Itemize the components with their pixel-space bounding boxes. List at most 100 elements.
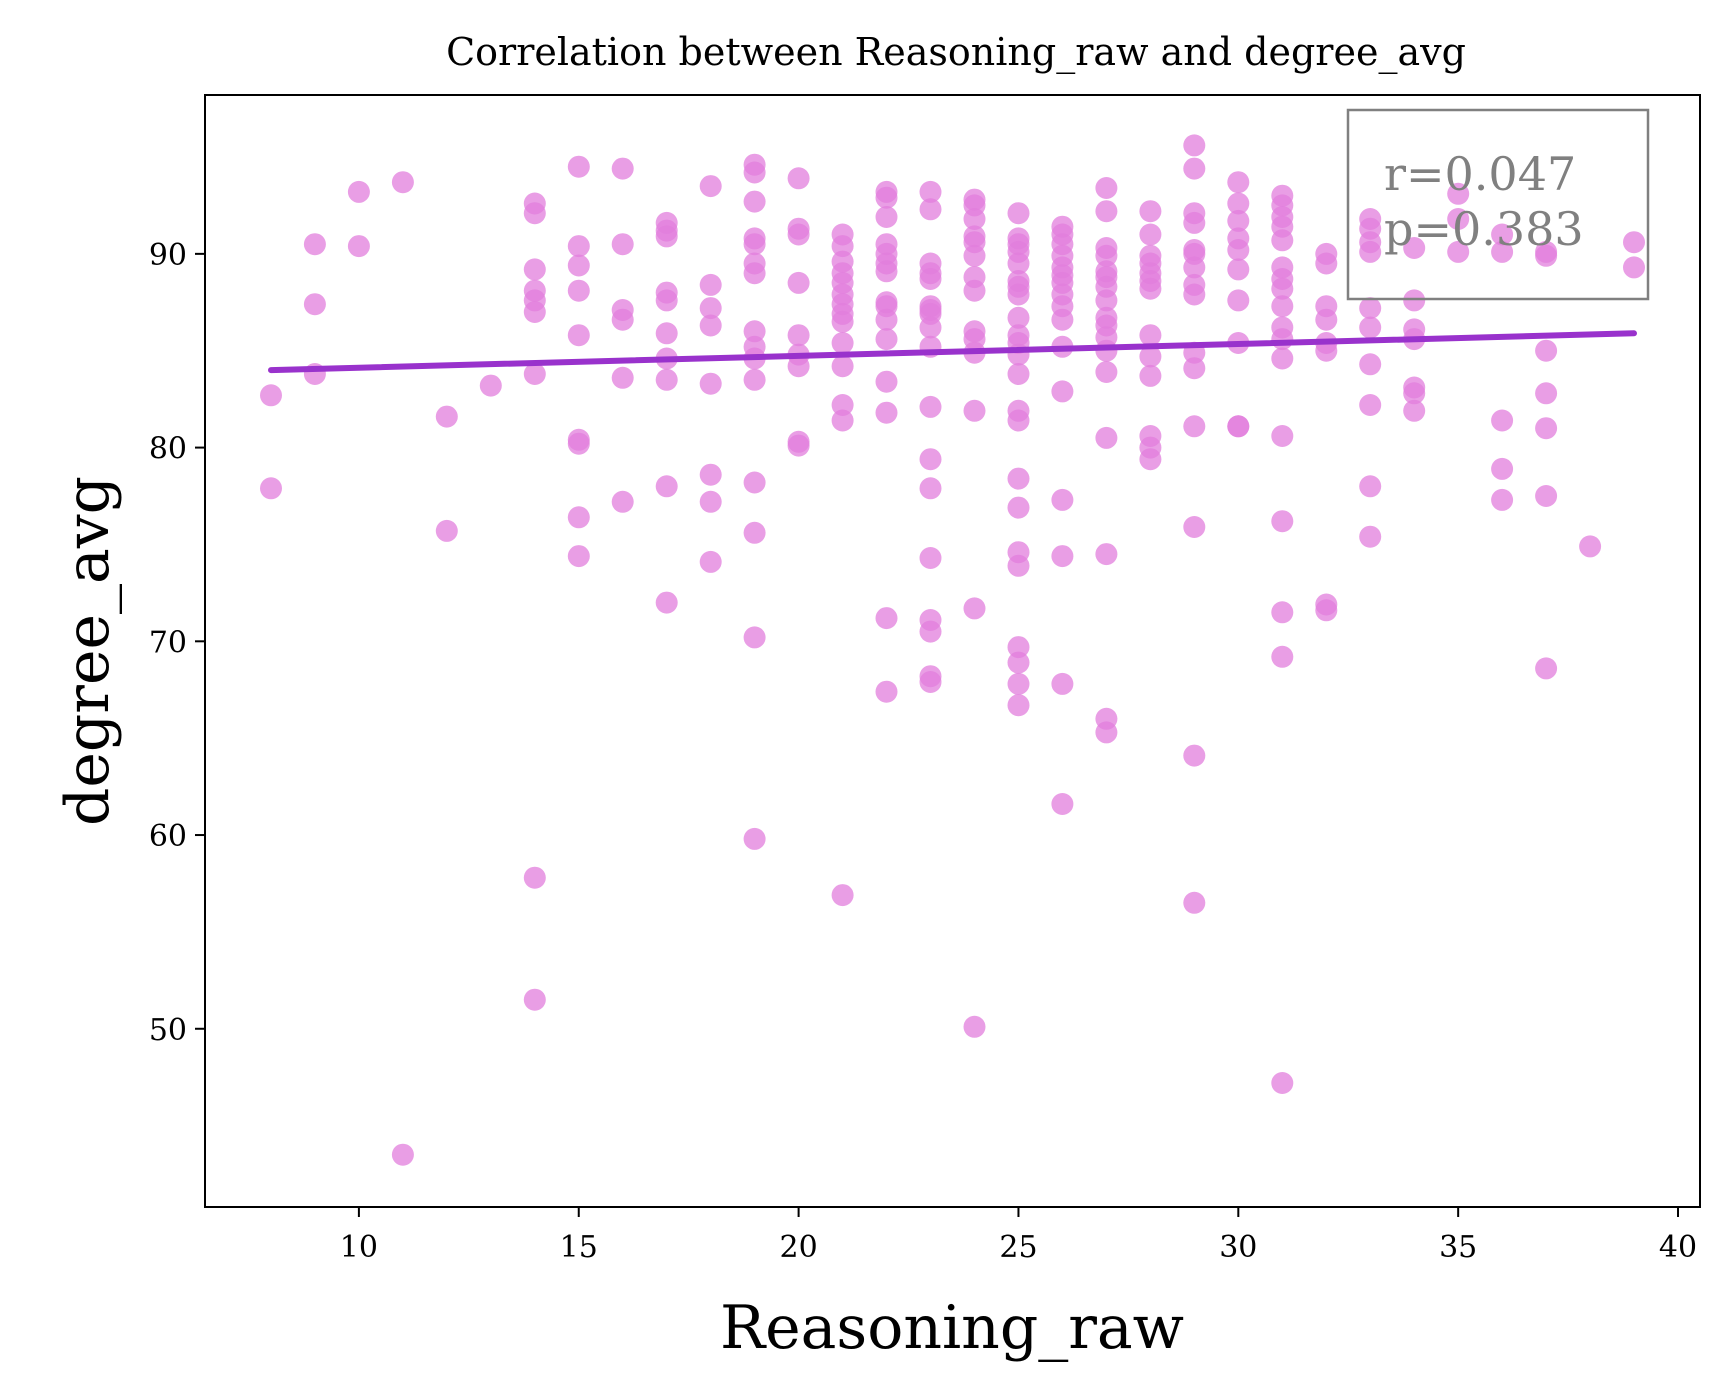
data-point (1007, 467, 1030, 490)
data-point (1491, 223, 1514, 246)
chart-title: Correlation between Reasoning_raw and de… (446, 30, 1466, 75)
data-point (831, 884, 854, 907)
data-point (1183, 134, 1206, 157)
x-tick-label: 10 (340, 1230, 378, 1265)
data-point (875, 308, 898, 331)
data-point (831, 394, 854, 416)
data-point (1227, 415, 1250, 438)
data-point (1535, 244, 1558, 267)
data-point (831, 409, 854, 432)
data-point (655, 368, 678, 391)
data-point (391, 171, 414, 194)
data-point (1051, 308, 1074, 331)
data-point (1183, 891, 1206, 914)
data-point (260, 384, 282, 407)
data-point (391, 1143, 414, 1166)
data-point (479, 374, 502, 397)
data-point (1227, 258, 1250, 281)
y-tick-label: 70 (149, 625, 187, 660)
data-point (1403, 382, 1426, 405)
data-point (787, 167, 810, 190)
data-point (1271, 601, 1294, 624)
data-point (1227, 171, 1250, 194)
data-point (963, 1015, 986, 1038)
data-point (1447, 240, 1470, 263)
points-layer (260, 134, 1645, 1166)
y-tick-label: 80 (149, 432, 187, 467)
data-point (1271, 1072, 1294, 1094)
data-point (567, 279, 590, 302)
data-point (1491, 409, 1514, 432)
data-point (1051, 488, 1074, 511)
data-point (1183, 157, 1206, 180)
x-tick-label: 15 (560, 1230, 598, 1265)
x-tick-label: 35 (1439, 1230, 1477, 1265)
data-point (743, 827, 766, 850)
data-point (787, 324, 810, 347)
data-point (1579, 535, 1602, 558)
data-point (523, 301, 546, 323)
data-point (919, 620, 942, 643)
data-point (611, 366, 634, 389)
data-point (1183, 283, 1206, 306)
data-point (1271, 295, 1294, 318)
data-point (875, 680, 898, 703)
data-point (1535, 657, 1558, 680)
stats-p-text: p=0.383 (1384, 202, 1584, 256)
y-axis-ticks: 50 60 70 80 90 (149, 238, 205, 1048)
data-point (1271, 510, 1294, 533)
data-point (963, 399, 986, 422)
data-point (1359, 475, 1382, 498)
data-point (523, 363, 546, 385)
data-point (1315, 599, 1338, 622)
data-point (699, 314, 722, 337)
data-point (1183, 357, 1206, 380)
data-point (1403, 237, 1426, 259)
data-point (1183, 516, 1206, 538)
data-point (699, 372, 722, 395)
data-point (567, 506, 590, 529)
regression-line (268, 330, 1637, 374)
data-point (1447, 182, 1470, 205)
data-point (611, 157, 634, 180)
data-point (743, 320, 766, 343)
data-point (1271, 229, 1294, 252)
data-point (699, 550, 722, 573)
data-point (699, 175, 722, 198)
data-point (1139, 345, 1162, 368)
data-point (875, 370, 898, 393)
data-point (919, 268, 942, 290)
data-point (875, 607, 898, 630)
data-point (787, 434, 810, 457)
x-tick-label: 30 (1219, 1230, 1257, 1265)
data-point (1359, 353, 1382, 376)
data-point (611, 490, 634, 513)
data-point (919, 316, 942, 339)
data-point (1227, 192, 1250, 215)
data-point (1139, 223, 1162, 246)
stats-box-frame (1346, 108, 1650, 301)
data-point (1491, 457, 1514, 480)
data-point (1095, 543, 1118, 566)
data-point (1271, 328, 1294, 351)
data-point (1007, 202, 1030, 225)
data-point (1623, 256, 1645, 279)
data-point (655, 591, 678, 614)
data-point (743, 626, 766, 649)
data-point (1007, 409, 1030, 432)
data-point (699, 273, 722, 296)
data-point (567, 254, 590, 277)
data-point (787, 223, 810, 246)
data-point (743, 471, 766, 494)
y-tick-label: 50 (149, 1013, 187, 1048)
data-point (743, 368, 766, 391)
data-point (831, 355, 854, 378)
data-point (1139, 364, 1162, 387)
data-point (1095, 361, 1118, 383)
data-point (303, 293, 326, 316)
data-point (1007, 283, 1030, 306)
data-point (523, 258, 546, 281)
data-point (655, 225, 678, 248)
data-point (1095, 289, 1118, 312)
